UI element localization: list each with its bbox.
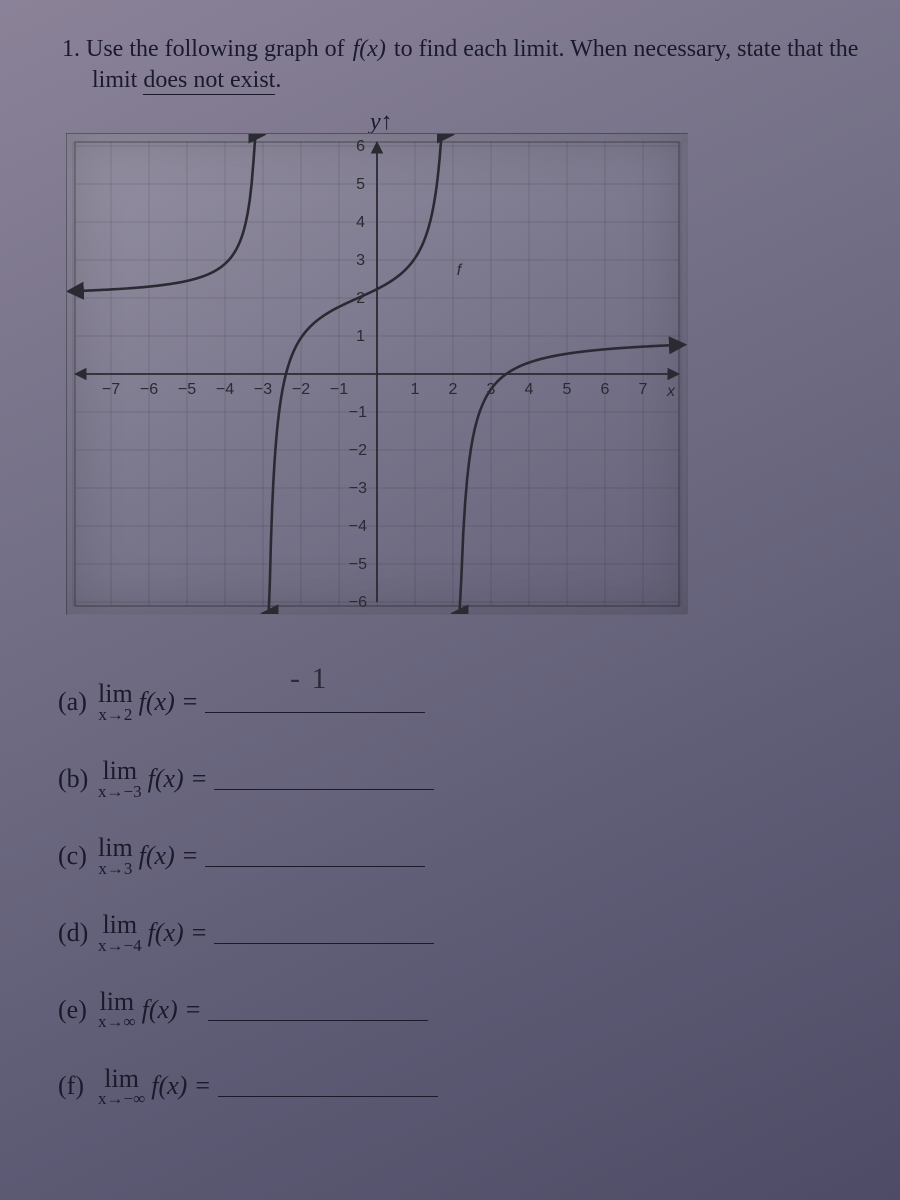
answer-row: (b)limx→−3f(x)=	[58, 753, 870, 794]
prompt-fx: f(x)	[353, 36, 386, 62]
answer-row: (c)limx→3f(x)=	[58, 830, 870, 871]
answer-label: (e)	[58, 995, 96, 1025]
svg-text:−2: −2	[349, 442, 367, 459]
svg-text:−1: −1	[349, 404, 367, 421]
limit-notation: limx→−3	[98, 759, 142, 800]
svg-text:7: 7	[639, 381, 648, 398]
svg-text:−6: −6	[349, 594, 367, 611]
fx-expression: f(x)	[139, 841, 175, 871]
svg-text:−4: −4	[216, 381, 234, 398]
svg-text:1: 1	[411, 381, 420, 398]
equals-sign: =	[186, 995, 201, 1025]
prompt-period: .	[275, 67, 281, 93]
answer-label: (d)	[58, 918, 96, 948]
question-prompt: 1.Use the following graph of f(x) to fin…	[82, 34, 870, 95]
svg-text:−3: −3	[349, 480, 367, 497]
svg-text:2: 2	[449, 381, 458, 398]
answer-blank[interactable]	[208, 994, 428, 1021]
equals-sign: =	[183, 687, 198, 717]
prompt-underlined: does not exist	[143, 67, 275, 95]
svg-text:x: x	[666, 383, 676, 400]
svg-text:4: 4	[356, 214, 365, 231]
answer-row: (e)limx→∞f(x)=	[58, 984, 870, 1025]
answer-label: (a)	[58, 687, 96, 717]
svg-text:4: 4	[525, 381, 534, 398]
question-number: 1.	[62, 36, 80, 62]
fx-expression: f(x)	[139, 687, 175, 717]
svg-text:−3: −3	[254, 381, 272, 398]
limit-notation: limx→3	[98, 836, 133, 877]
graph-svg: −7−6−5−4−3−2−11234567123456−1−2−3−4−5−6x…	[67, 134, 687, 614]
svg-text:−7: −7	[102, 381, 120, 398]
answer-list: (a)limx→2f(x)=- 1(b)limx→−3f(x)=(c)limx→…	[52, 676, 870, 1101]
handwritten-answer: - 1	[290, 662, 329, 696]
equals-sign: =	[192, 764, 207, 794]
limit-notation: limx→−∞	[98, 1067, 145, 1108]
answer-label: (f)	[58, 1071, 96, 1101]
svg-text:−2: −2	[292, 381, 310, 398]
svg-text:−5: −5	[349, 556, 367, 573]
svg-text:3: 3	[356, 252, 365, 269]
svg-text:6: 6	[356, 138, 365, 155]
answer-row: (f)limx→−∞f(x)=	[58, 1061, 870, 1102]
answer-blank[interactable]	[214, 917, 434, 944]
answer-row: (a)limx→2f(x)=- 1	[58, 676, 870, 717]
svg-text:−5: −5	[178, 381, 196, 398]
equals-sign: =	[192, 918, 207, 948]
limit-notation: limx→−4	[98, 913, 142, 954]
svg-text:f: f	[457, 263, 463, 280]
worksheet-page: 1.Use the following graph of f(x) to fin…	[0, 0, 900, 1200]
svg-text:−1: −1	[330, 381, 348, 398]
svg-text:1: 1	[356, 328, 365, 345]
svg-text:5: 5	[356, 176, 365, 193]
answer-blank[interactable]	[214, 763, 434, 790]
answer-blank[interactable]	[205, 840, 425, 867]
y-axis-label: y↑	[370, 109, 393, 136]
answer-blank[interactable]	[218, 1070, 438, 1097]
svg-text:−4: −4	[349, 518, 367, 535]
fx-expression: f(x)	[151, 1071, 187, 1101]
equals-sign: =	[183, 841, 198, 871]
prompt-pre: Use the following graph of	[86, 36, 351, 62]
svg-text:−6: −6	[140, 381, 158, 398]
svg-text:6: 6	[601, 381, 610, 398]
answer-row: (d)limx→−4f(x)=	[58, 907, 870, 948]
graph-plot: −7−6−5−4−3−2−11234567123456−1−2−3−4−5−6x…	[66, 133, 688, 615]
answer-label: (c)	[58, 841, 96, 871]
fx-expression: f(x)	[142, 995, 178, 1025]
limit-notation: limx→2	[98, 682, 133, 723]
equals-sign: =	[195, 1071, 210, 1101]
answer-label: (b)	[58, 764, 96, 794]
graph-container: y↑ −7−6−5−4−3−2−11234567123456−1−2−3−4−5…	[48, 105, 728, 650]
fx-expression: f(x)	[148, 764, 184, 794]
fx-expression: f(x)	[148, 918, 184, 948]
svg-text:5: 5	[563, 381, 572, 398]
limit-notation: limx→∞	[98, 990, 136, 1031]
